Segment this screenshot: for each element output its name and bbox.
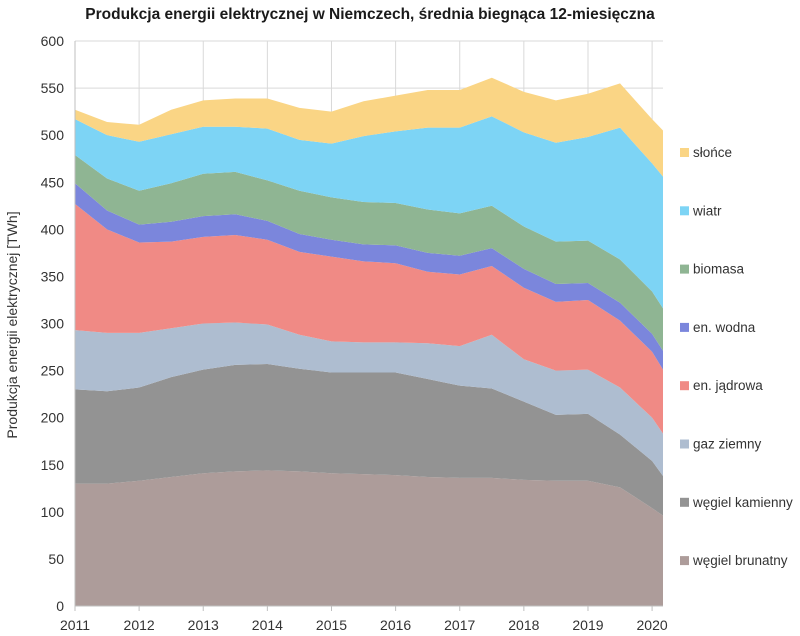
y-tick-label: 100 — [41, 504, 65, 520]
y-tick-label: 600 — [41, 33, 65, 49]
legend-swatch — [680, 556, 689, 566]
x-tick-label: 2018 — [508, 617, 539, 633]
legend-swatch — [680, 381, 689, 391]
y-tick-label: 250 — [41, 363, 65, 379]
area-węgiel-kamienny — [75, 363, 663, 516]
legend-label: wiatr — [692, 203, 722, 218]
x-tick-label: 2014 — [252, 617, 283, 633]
legend-swatch — [680, 148, 689, 157]
legend-swatch — [680, 322, 689, 332]
y-tick-label: 300 — [41, 316, 65, 332]
x-tick-label: 2019 — [572, 617, 603, 633]
x-tick-label: 2013 — [188, 617, 219, 633]
y-tick-labels: 0 50 100 150 200 250 300 350 400 450 500 550 600 — [41, 33, 65, 614]
y-tick-label: 150 — [41, 457, 65, 473]
x-tick-label: 2015 — [316, 617, 347, 633]
y-tick-label: 400 — [41, 221, 65, 237]
x-tick-label: 2017 — [444, 617, 475, 633]
y-tick-label: 450 — [41, 174, 65, 190]
area-biomasa — [75, 154, 663, 351]
y-tick-label: 500 — [41, 127, 65, 143]
x-tick-label: 2020 — [637, 617, 668, 633]
axes — [74, 41, 663, 607]
legend-label: biomasa — [693, 262, 745, 277]
legend-label: słońce — [693, 145, 732, 160]
y-tick-label: 350 — [41, 268, 65, 284]
x-tick-label: 2016 — [380, 617, 411, 633]
area-wiatr — [75, 116, 663, 309]
y-tick-label: 200 — [41, 410, 65, 426]
legend-label: węgiel brunatny — [692, 553, 788, 568]
chart-title: Produkcja energii elektrycznej w Niemcze… — [85, 6, 655, 23]
area-węgiel-brunatny — [75, 470, 663, 606]
x-tick-label: 2012 — [124, 617, 155, 633]
x-tick-labels: 2011 2012 2013 2014 2015 2016 2017 2018 2019 2020 — [60, 617, 668, 633]
area-słońce — [75, 77, 663, 177]
legend-label: en. wodna — [693, 320, 756, 335]
y-tick-label: 550 — [41, 80, 65, 96]
x-tick-label: 2011 — [60, 617, 90, 633]
legend-label: en. jądrowa — [693, 378, 763, 393]
y-axis-label: Produkcja energii elektrycznej [TWh] — [4, 211, 20, 438]
area-gaz-ziemny — [75, 322, 663, 477]
legend-label: węgiel kamienny — [692, 495, 793, 510]
area-en-jądrowa — [75, 203, 663, 434]
legend-swatch — [680, 439, 689, 449]
legend-swatch — [680, 264, 689, 274]
legend-label: gaz ziemny — [693, 437, 762, 452]
area-en-wodna — [75, 183, 663, 370]
y-tick-label: 50 — [48, 551, 64, 567]
legend: słońce wiatr biomasa en. wodna en. jądrowa ga… — [680, 145, 793, 568]
legend-swatch — [680, 206, 689, 216]
stacked-areas — [75, 77, 663, 606]
y-tick-label: 0 — [56, 598, 64, 614]
legend-swatch — [680, 497, 689, 507]
